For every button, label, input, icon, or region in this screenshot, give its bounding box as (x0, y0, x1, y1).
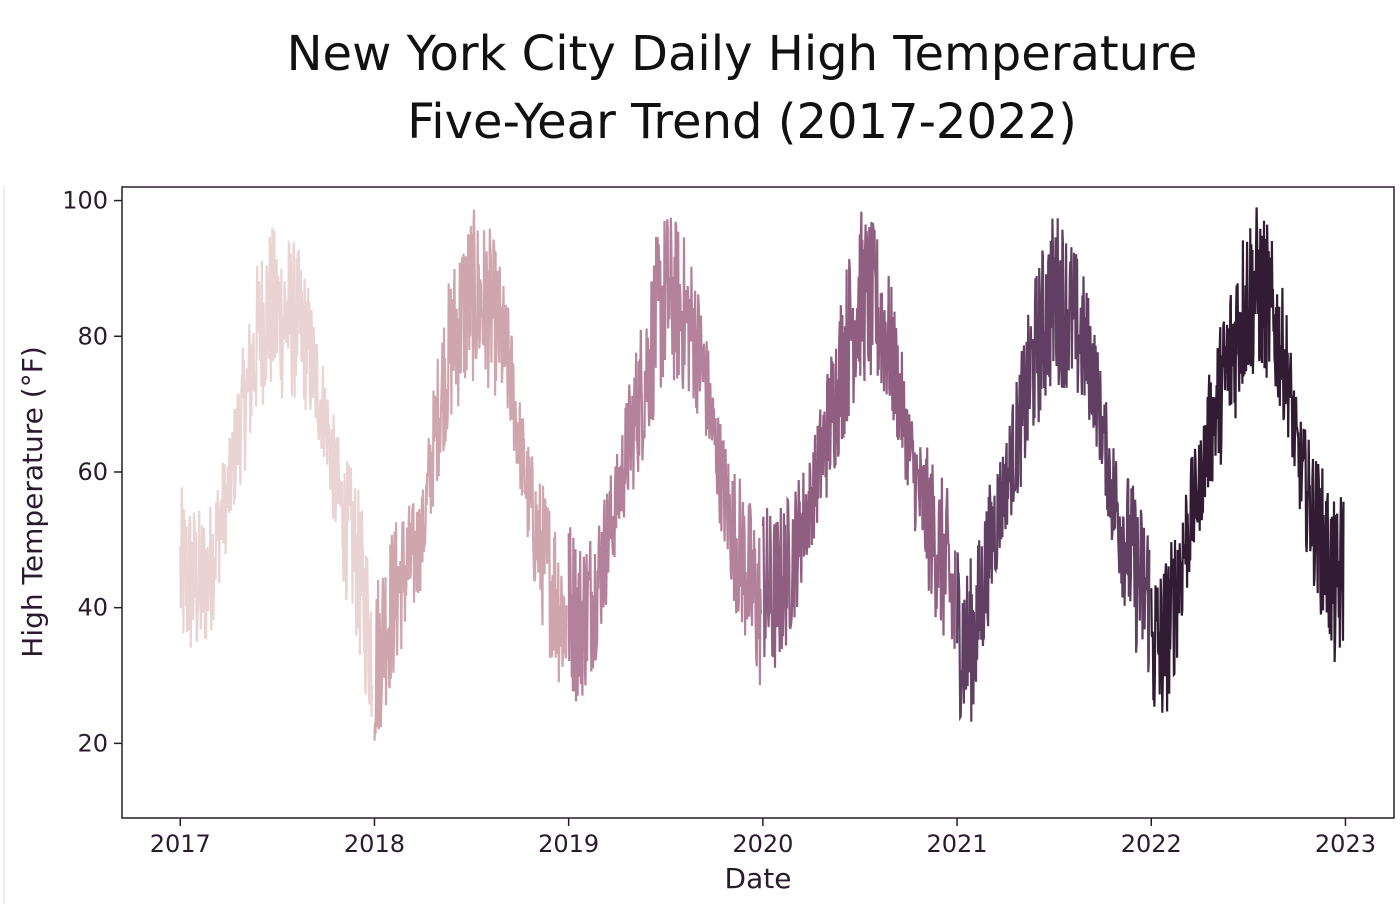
series-2017 (179, 227, 374, 717)
x-tick-label: 2021 (927, 830, 988, 858)
series-line-2022-daily (1150, 207, 1345, 713)
y-tick-label: 40 (77, 594, 108, 622)
x-tick-label: 2019 (538, 830, 599, 858)
plot-frame (121, 186, 1395, 819)
series-2020 (761, 211, 957, 668)
chart-title-line-1: New York City Daily High Temperature (286, 26, 1198, 82)
series-2022 (1150, 207, 1345, 713)
x-tick-label: 2022 (1121, 830, 1182, 858)
x-tick-label: 2023 (1315, 830, 1376, 858)
x-tick-label: 2017 (150, 830, 211, 858)
series-line-2019-daily (567, 217, 762, 702)
x-tick-label: 2020 (732, 830, 793, 858)
series-2018 (373, 209, 568, 741)
series-line-2021-daily (956, 218, 1151, 722)
y-tick-label: 20 (77, 729, 108, 757)
y-axis-label: High Temperature (°F) (16, 346, 49, 657)
series-layer (179, 207, 1345, 741)
y-tick-label: 60 (77, 458, 108, 486)
chart-title: New York City Daily High Temperature Fiv… (0, 20, 1400, 156)
series-line-2020-daily (761, 211, 957, 668)
chart-title-line-2: Five-Year Trend (2017-2022) (407, 94, 1077, 150)
series-2019 (567, 217, 762, 702)
y-tick-label: 80 (77, 322, 108, 350)
series-line-2018-daily (373, 209, 568, 741)
y-tick-label: 100 (62, 187, 108, 215)
x-tick-label: 2018 (344, 830, 405, 858)
series-line-2017-daily (179, 227, 374, 717)
x-axis-label: Date (725, 862, 792, 895)
series-2021 (956, 218, 1151, 722)
ticks-layer: 20 40 60 80 100 2017 2018 2019 2020 2021 2022 2023 (62, 187, 1376, 858)
